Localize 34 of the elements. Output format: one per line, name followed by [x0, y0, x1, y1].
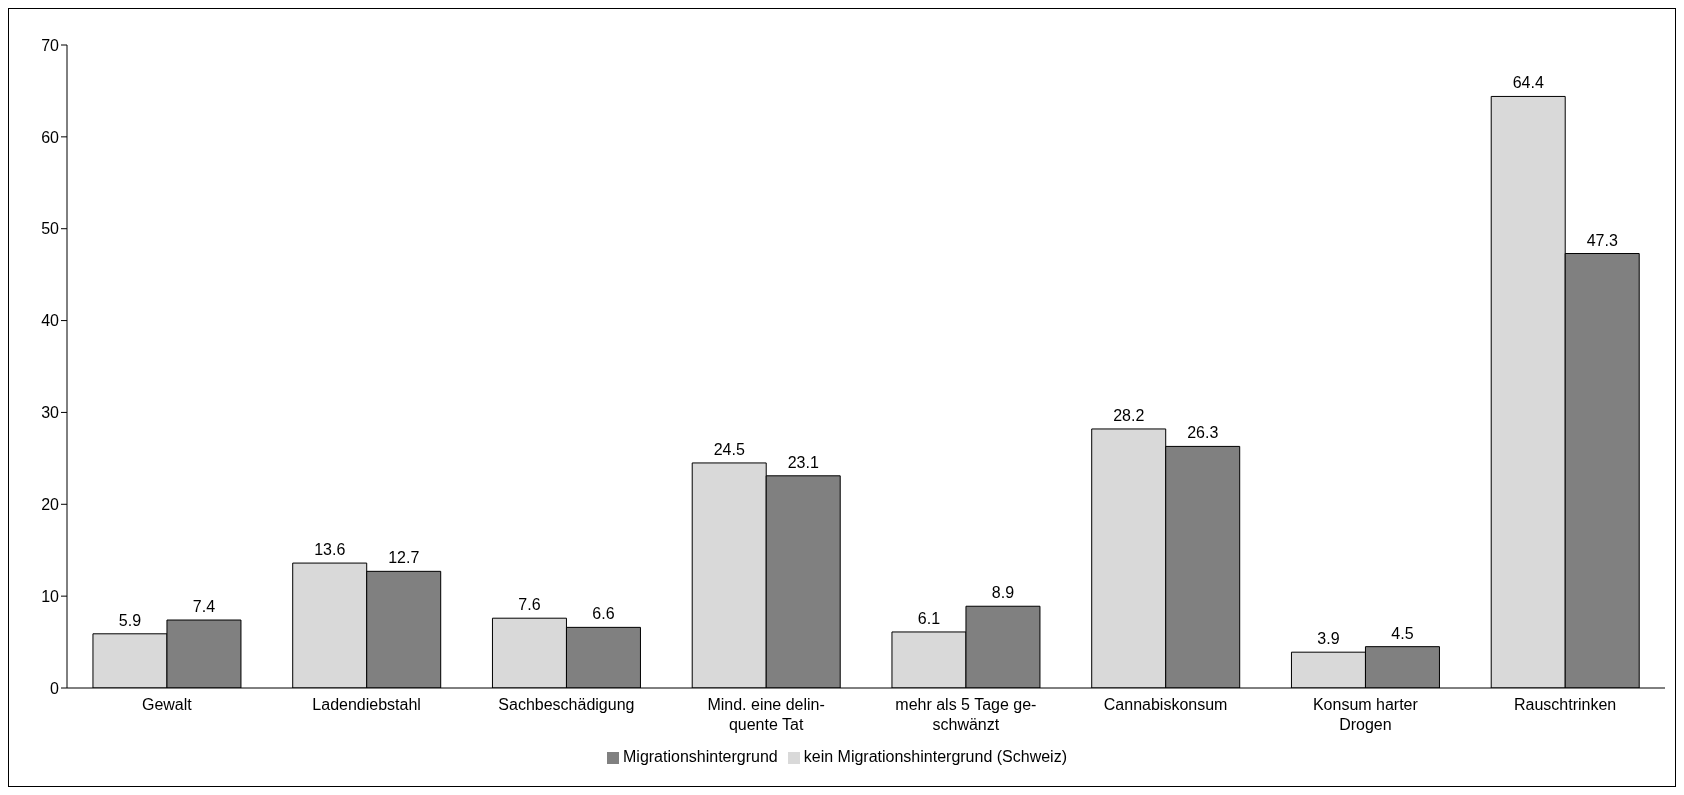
data-label: 23.1: [787, 453, 819, 471]
y-tick-label: 0: [50, 679, 60, 697]
data-label: 7.6: [518, 596, 541, 614]
data-label: 28.2: [1113, 406, 1145, 424]
legend-label: kein Migrationshintergrund (Schweiz): [803, 748, 1067, 765]
data-label: 4.5: [1391, 624, 1414, 642]
data-label: 3.9: [1317, 630, 1340, 648]
x-tick-label: Cannabiskonsum: [1103, 696, 1228, 713]
y-tick-label: 50: [41, 220, 60, 238]
x-tick-label: Konsum harter Drogen: [1312, 696, 1419, 733]
data-label: 64.4: [1512, 74, 1544, 92]
x-tick-label: Gewalt: [141, 696, 193, 713]
y-tick-label: 20: [41, 495, 60, 513]
x-tick-label: Mind. eine delin- quente Tat: [707, 696, 825, 733]
data-label: 13.6: [314, 541, 346, 559]
data-label: 8.9: [991, 584, 1015, 602]
y-tick-label: 70: [41, 36, 60, 54]
x-tick-label: Sachbeschädigung: [498, 696, 635, 713]
x-tick-label: Rauschtrinken: [1513, 696, 1617, 713]
data-label: 6.6: [592, 605, 615, 623]
y-tick-label: 40: [41, 312, 60, 330]
legend-label: Migrationshintergrund: [623, 748, 778, 765]
data-label: 24.5: [713, 440, 745, 458]
data-label: 12.7: [388, 549, 420, 567]
y-tick-label: 30: [41, 404, 60, 422]
data-label: 7.4: [192, 598, 216, 616]
data-label: 47.3: [1586, 231, 1618, 249]
data-label: 5.9: [118, 611, 142, 629]
x-tick-label: mehr als 5 Tage ge- schwänzt: [895, 696, 1037, 733]
y-tick-label: 60: [41, 128, 60, 146]
data-label: 26.3: [1187, 424, 1219, 442]
data-label: 6.1: [917, 609, 941, 627]
x-tick-label: Ladendiebstahl: [312, 696, 421, 713]
y-tick-label: 10: [41, 587, 60, 605]
